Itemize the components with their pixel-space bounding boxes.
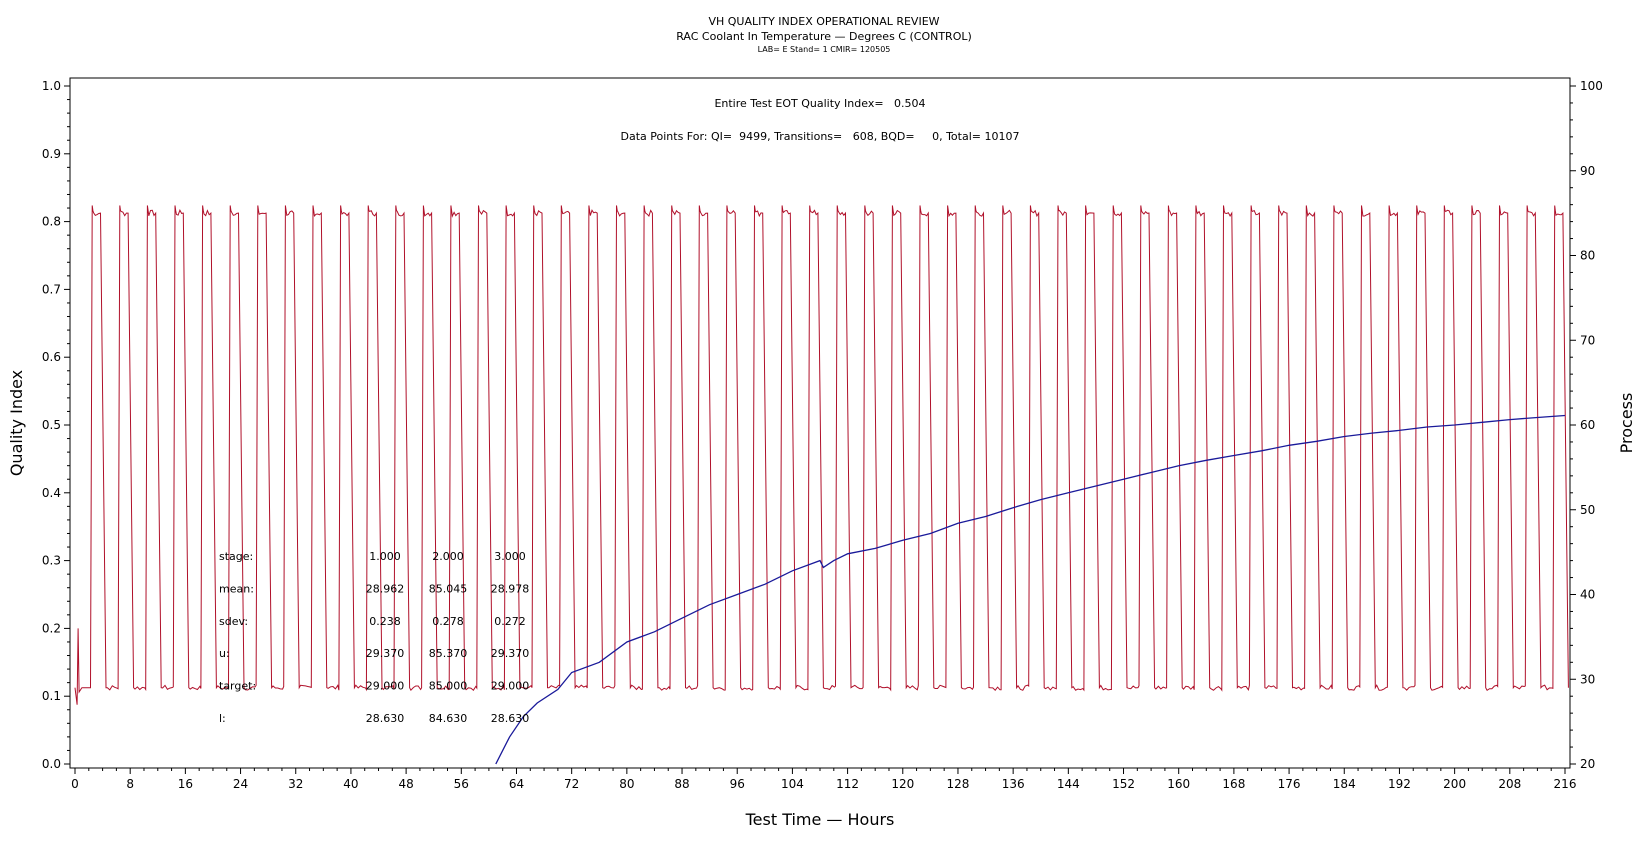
- stats-cell: 29.000: [491, 680, 530, 693]
- stats-cell: 85.045: [429, 582, 468, 595]
- x-tick-label: 48: [398, 777, 413, 791]
- x-tick-label: 128: [947, 777, 970, 791]
- stats-row-label: stage:: [219, 550, 253, 563]
- stats-cell: 28.630: [366, 712, 405, 725]
- left-tick-label: 0.3: [42, 554, 61, 568]
- x-tick-label: 168: [1222, 777, 1245, 791]
- x-tick-label: 32: [288, 777, 303, 791]
- right-axis-title: Process: [1617, 393, 1636, 454]
- stats-cell: 0.278: [432, 615, 464, 628]
- x-tick-label: 24: [233, 777, 248, 791]
- x-tick-label: 40: [343, 777, 358, 791]
- quality-index-annotation: Entire Test EOT Quality Index= 0.504: [714, 97, 925, 110]
- quality-index-series-line: [495, 414, 1566, 765]
- left-tick-label: 0.0: [42, 757, 61, 771]
- x-axis-title: Test Time — Hours: [745, 810, 895, 829]
- x-tick-label: 72: [564, 777, 579, 791]
- stats-table: stage: 1.000 2.000 3.000 mean: 28.962 85.045 28…: [219, 550, 529, 725]
- stats-cell: 28.962: [366, 582, 405, 595]
- chart-subtitle: RAC Coolant In Temperature — Degrees C (…: [676, 30, 972, 43]
- x-tick-label: 216: [1554, 777, 1577, 791]
- x-tick-label: 160: [1167, 777, 1190, 791]
- right-tick-label: 80: [1580, 249, 1595, 263]
- stats-cell: 28.630: [491, 712, 530, 725]
- right-tick-label: 30: [1580, 672, 1595, 686]
- right-tick-label: 60: [1580, 418, 1595, 432]
- x-axis: 0 8 16 24 32 40 48 56 64 72 80 88 96 104 112 120 128 136 1…: [71, 768, 1576, 791]
- right-tick-label: 70: [1580, 333, 1595, 347]
- left-y-axis: 0.0 0.1 0.2 0.3 0.4 0.5 0.6 0.7 0.8 0.9 1.0: [42, 79, 70, 771]
- x-tick-label: 176: [1278, 777, 1301, 791]
- x-tick-label: 16: [178, 777, 193, 791]
- left-tick-label: 0.4: [42, 486, 61, 500]
- left-tick-label: 0.2: [42, 621, 61, 635]
- stats-cell: 84.630: [429, 712, 468, 725]
- stats-cell: 0.272: [494, 615, 526, 628]
- stats-cell: 3.000: [494, 550, 526, 563]
- left-tick-label: 0.9: [42, 147, 61, 161]
- stats-row-label: mean:: [219, 582, 254, 595]
- x-tick-label: 144: [1057, 777, 1080, 791]
- left-tick-label: 0.6: [42, 350, 61, 364]
- left-axis-title: Quality Index: [7, 370, 26, 476]
- left-tick-label: 0.5: [42, 418, 61, 432]
- x-tick-label: 64: [509, 777, 524, 791]
- stats-row-label: target:: [219, 680, 256, 693]
- right-tick-label: 90: [1580, 164, 1595, 178]
- stats-row-label: u:: [219, 647, 230, 660]
- right-tick-label: 40: [1580, 588, 1595, 602]
- right-tick-label: 20: [1580, 757, 1595, 771]
- right-tick-label: 50: [1580, 503, 1595, 517]
- stats-cell: 29.370: [491, 647, 530, 660]
- x-tick-label: 200: [1443, 777, 1466, 791]
- series-layer: [74, 205, 1569, 765]
- x-tick-label: 184: [1333, 777, 1356, 791]
- right-tick-label: 100: [1580, 79, 1603, 93]
- x-tick-label: 192: [1388, 777, 1411, 791]
- stats-cell: 85.000: [429, 680, 468, 693]
- stats-cell: 1.000: [369, 550, 401, 563]
- x-tick-label: 88: [674, 777, 689, 791]
- chart-subtitle-2: LAB= E Stand= 1 CMIR= 120505: [758, 45, 891, 54]
- x-tick-label: 120: [891, 777, 914, 791]
- x-tick-label: 56: [454, 777, 469, 791]
- stats-row-label: sdev:: [219, 615, 248, 628]
- data-points-annotation: Data Points For: QI= 9499, Transitions= …: [621, 130, 1020, 143]
- x-tick-label: 8: [126, 777, 134, 791]
- x-tick-label: 152: [1112, 777, 1135, 791]
- chart-title: VH QUALITY INDEX OPERATIONAL REVIEW: [708, 15, 939, 28]
- left-tick-label: 1.0: [42, 79, 61, 93]
- x-tick-label: 96: [730, 777, 745, 791]
- process-series-line: [74, 205, 1569, 705]
- left-tick-label: 0.7: [42, 282, 61, 296]
- x-tick-label: 136: [1002, 777, 1025, 791]
- stats-cell: 0.238: [369, 615, 401, 628]
- stats-cell: 85.370: [429, 647, 468, 660]
- right-y-axis: 20 30 40 50 60 70 80 90 100: [1570, 79, 1603, 771]
- x-tick-label: 104: [781, 777, 804, 791]
- x-tick-label: 112: [836, 777, 859, 791]
- left-tick-label: 0.8: [42, 215, 61, 229]
- x-tick-label: 208: [1498, 777, 1521, 791]
- stats-cell: 29.000: [366, 680, 405, 693]
- stats-cell: 2.000: [432, 550, 464, 563]
- x-tick-label: 0: [71, 777, 79, 791]
- stats-cell: 28.978: [491, 582, 530, 595]
- x-tick-label: 80: [619, 777, 634, 791]
- stats-row-label: l:: [219, 712, 226, 725]
- stats-cell: 29.370: [366, 647, 405, 660]
- left-tick-label: 0.1: [42, 689, 61, 703]
